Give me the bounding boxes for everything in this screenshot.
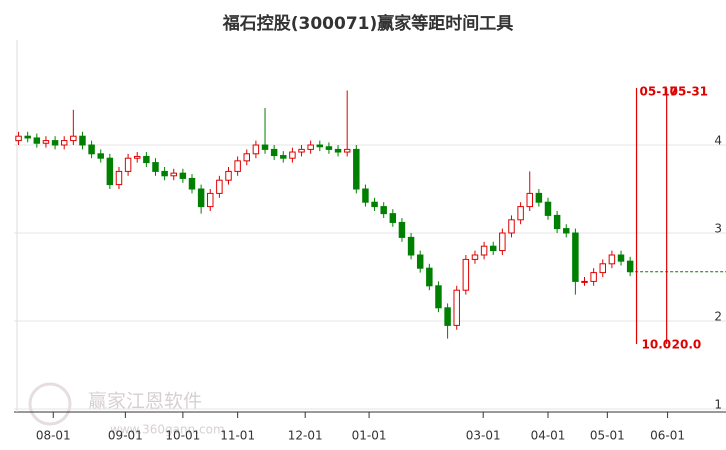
y-tick-label: 3 bbox=[714, 222, 722, 236]
candle-body bbox=[161, 170, 168, 177]
x-tick-label: 09-01 bbox=[108, 429, 143, 443]
candle-body bbox=[207, 192, 214, 208]
candle-body bbox=[152, 162, 159, 172]
candle-body bbox=[617, 254, 625, 262]
candle-body bbox=[508, 219, 515, 234]
candle-body bbox=[572, 232, 579, 282]
candle-body bbox=[70, 135, 77, 142]
time-line-value: 10.0 bbox=[642, 338, 672, 352]
candle-body bbox=[124, 157, 132, 172]
candle-body bbox=[188, 177, 196, 190]
candle-body bbox=[435, 285, 442, 309]
x-tick-label: 10-01 bbox=[165, 429, 200, 443]
watermark: 赢家江恩软件 www.360gann.com bbox=[28, 382, 225, 437]
candle-body bbox=[88, 144, 95, 155]
candle-body bbox=[60, 140, 68, 146]
watermark-logo bbox=[28, 382, 72, 426]
candle-body bbox=[307, 144, 314, 150]
candle-body bbox=[179, 172, 187, 179]
candle-body bbox=[416, 254, 424, 269]
candle-body bbox=[197, 188, 205, 208]
candle-body bbox=[426, 267, 433, 287]
candle-body bbox=[581, 280, 588, 283]
x-tick-label: 12-01 bbox=[288, 429, 323, 443]
candle-body bbox=[234, 160, 241, 172]
time-line-value: 20.0 bbox=[672, 338, 702, 352]
candle-body bbox=[599, 263, 607, 274]
candle-body bbox=[133, 155, 141, 159]
candle-body bbox=[252, 144, 260, 155]
candle-body bbox=[590, 272, 597, 282]
candle-body bbox=[280, 155, 287, 159]
candle-body bbox=[553, 214, 561, 230]
candle-body bbox=[517, 206, 524, 221]
candle-body bbox=[115, 170, 123, 186]
candle-body bbox=[289, 151, 296, 159]
candle-body bbox=[334, 148, 342, 153]
candle-body bbox=[325, 146, 333, 150]
candle-body bbox=[15, 135, 22, 142]
candle-body bbox=[489, 245, 497, 252]
candle-body bbox=[563, 228, 570, 234]
candle-body bbox=[471, 254, 479, 260]
x-tick-label: 01-01 bbox=[352, 429, 387, 443]
candle-body bbox=[24, 135, 31, 139]
time-line-label: 05-31 bbox=[670, 85, 708, 99]
candle-body bbox=[526, 192, 533, 208]
candle-body bbox=[499, 232, 506, 252]
candle-body bbox=[462, 258, 470, 291]
candle-body bbox=[535, 192, 543, 203]
candle-body bbox=[362, 188, 369, 203]
candle-body bbox=[444, 307, 451, 326]
candle-body bbox=[42, 140, 50, 144]
y-tick-label: 4 bbox=[714, 134, 722, 148]
candle-body bbox=[353, 148, 360, 190]
watermark-url: www.360gann.com bbox=[110, 423, 225, 437]
time-line-label: 05-17 bbox=[640, 85, 678, 99]
watermark-text: 赢家江恩软件 bbox=[88, 391, 202, 413]
candle-body bbox=[51, 140, 59, 146]
candle-body bbox=[389, 213, 397, 223]
x-tick-label: 06-01 bbox=[650, 429, 685, 443]
candle-body bbox=[225, 170, 232, 181]
candle-body bbox=[343, 148, 351, 153]
y-tick-label: 2 bbox=[714, 310, 722, 324]
candle-body bbox=[243, 153, 251, 162]
candle-body bbox=[97, 153, 104, 159]
x-tick-label: 05-01 bbox=[590, 429, 625, 443]
candle-body bbox=[380, 206, 387, 215]
x-tick-label: 08-01 bbox=[36, 429, 71, 443]
candle-body bbox=[143, 155, 150, 164]
candle-body bbox=[106, 157, 114, 186]
candle-body bbox=[316, 144, 324, 148]
candle-body bbox=[626, 260, 634, 273]
candle-body bbox=[608, 254, 616, 265]
candle-body bbox=[216, 179, 223, 194]
candle-body bbox=[453, 289, 460, 326]
x-tick-label: 03-01 bbox=[466, 429, 501, 443]
chart-title: 福石控股(300071)赢家等距时间工具 bbox=[222, 13, 514, 34]
candle-body bbox=[480, 245, 488, 256]
candle-body bbox=[544, 201, 552, 216]
candle-body bbox=[371, 201, 378, 208]
candle-body bbox=[398, 221, 406, 238]
candle-body bbox=[407, 236, 415, 256]
candle-body bbox=[33, 137, 41, 144]
x-tick-label: 04-01 bbox=[531, 429, 566, 443]
candle-body bbox=[170, 172, 177, 177]
candle-body bbox=[298, 148, 305, 153]
y-tick-label: 1 bbox=[714, 398, 722, 412]
candle-body bbox=[261, 144, 269, 150]
x-tick-label: 11-01 bbox=[220, 429, 255, 443]
candle-body bbox=[270, 148, 278, 157]
candle-body bbox=[79, 135, 86, 146]
